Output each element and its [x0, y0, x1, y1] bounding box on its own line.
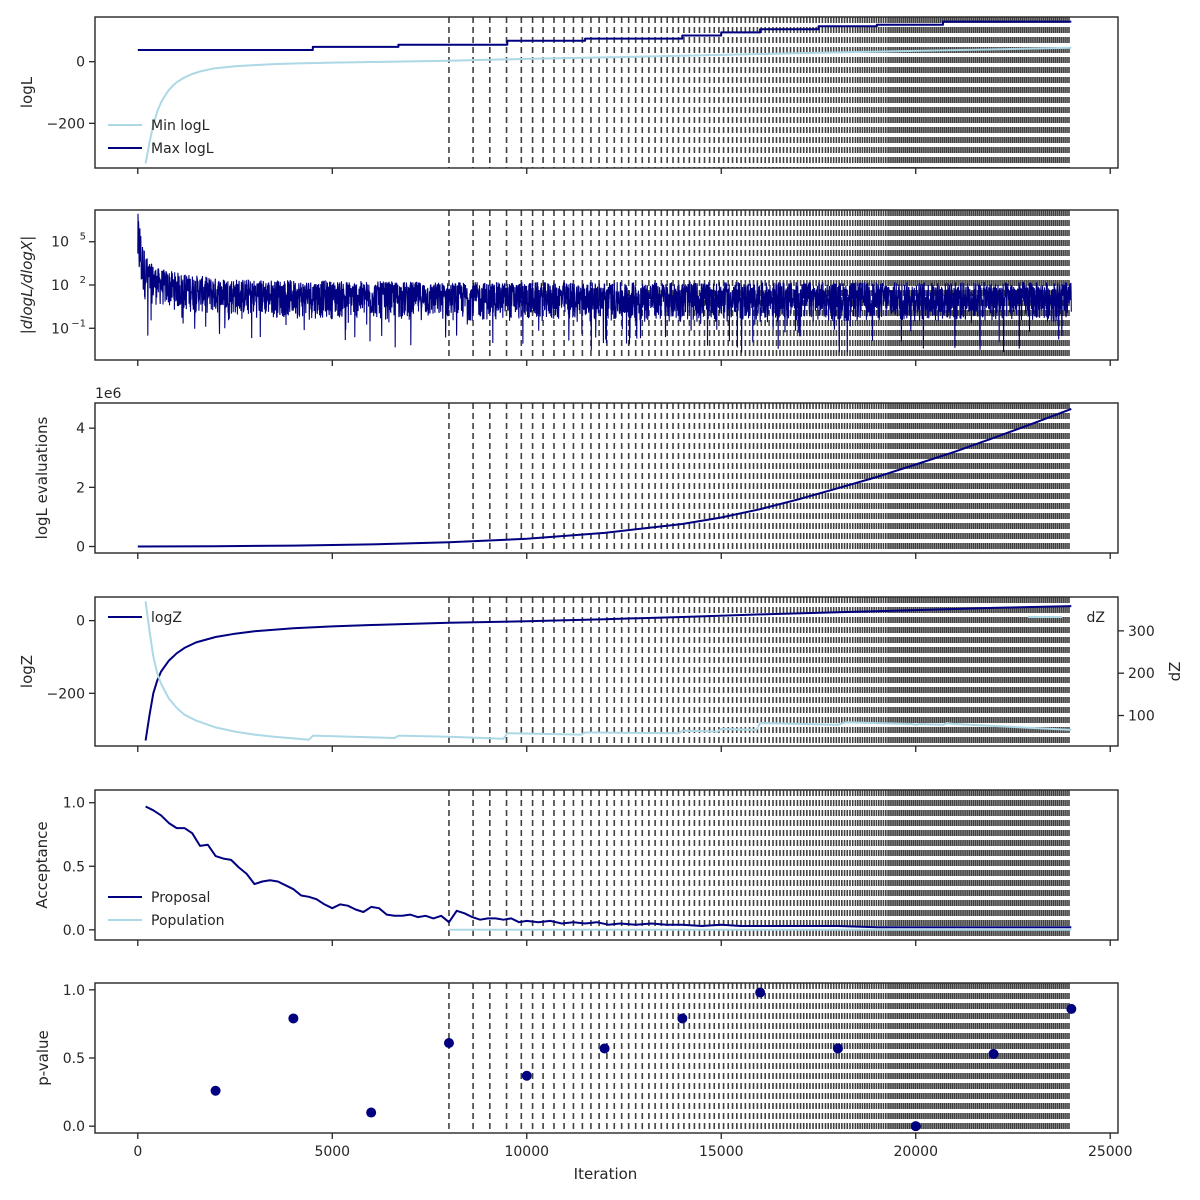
y-tick-label: 10 [51, 235, 69, 251]
tick-exponent: −1 [71, 318, 86, 329]
legend-label: dZ [1087, 610, 1105, 626]
axes-frame [94, 789, 1119, 941]
vertical-lines [448, 17, 1070, 168]
scatter-point [677, 1013, 688, 1024]
series-envelope-line [137, 213, 1072, 353]
legend-label: Min logL [151, 118, 210, 134]
panel-acceptance: 0.0 0.5 1.0 Acceptance Proposal Population [33, 789, 1119, 946]
y-tick-label: 2 [76, 480, 85, 496]
y-tick-label: 0 [76, 614, 85, 630]
scatter-point [755, 987, 766, 998]
tick-exponent: 2 [80, 275, 86, 286]
plot-area-pvalue [210, 983, 1077, 1133]
vertical-lines [448, 597, 1070, 746]
x-tick-label: 15000 [699, 1144, 744, 1160]
scatter-point [366, 1107, 377, 1118]
legend-label: Max logL [151, 141, 214, 157]
panel-logz: −200 0 100 200 300 dZ logZ logZ dZ [18, 596, 1184, 752]
y-tick-label: 1.0 [63, 796, 85, 812]
scatter-point [210, 1085, 221, 1096]
scatter-point [988, 1048, 999, 1059]
y-right-tick-label: 300 [1128, 624, 1155, 640]
y-axis-label: p-value [34, 1030, 52, 1086]
plot-area-logl [137, 17, 1072, 168]
panel-evals: 0 2 4 logL evaluations 1e6 [33, 386, 1119, 559]
scatter-point [910, 1121, 921, 1132]
y-tick-label: −200 [47, 686, 85, 702]
y-tick-label: −200 [47, 116, 85, 132]
legend-label: Proposal [151, 890, 210, 906]
offset-text: 1e6 [95, 386, 122, 402]
panel-dlogl: 10 −110 210 5|dlogL/dlogX| [18, 209, 1119, 366]
series-line-proposal [145, 805, 1072, 929]
scatter-point [1066, 1003, 1077, 1014]
y-axis-label: logL [18, 76, 36, 108]
vertical-lines [448, 983, 1070, 1133]
y-axis-label: Acceptance [33, 821, 51, 908]
plot-area-dlogl [137, 210, 1072, 360]
legend-label: logZ [151, 610, 182, 626]
series-line-min-logl [144, 46, 1072, 164]
tick-base: 10 [51, 321, 69, 337]
x-tick-label: 25000 [1088, 1144, 1133, 1160]
y-right-axis-label: dZ [1166, 662, 1184, 682]
x-tick-label: 10000 [504, 1144, 549, 1160]
axes-frame [94, 16, 1119, 169]
scatter-point [521, 1070, 532, 1081]
y-tick-label: 0.5 [63, 1051, 85, 1067]
scatter-point [599, 1043, 610, 1054]
scatter-point [832, 1043, 843, 1054]
tick-exponent: 5 [80, 232, 86, 243]
panel-pvalue: 0 5000 10000 15000 20000 25000 0.0 0.5 1.0 p-valu… [34, 982, 1133, 1160]
y-tick-label: 10 [51, 278, 69, 294]
vertical-lines [448, 403, 1070, 553]
y-tick-label: 1.0 [63, 983, 85, 999]
legend-label: Population [151, 913, 225, 929]
plot-area-acceptance [145, 790, 1072, 940]
tick-base: 10 [51, 235, 69, 251]
plot-area-logz [144, 597, 1072, 746]
x-tick-label: 20000 [893, 1144, 938, 1160]
y-tick-label: 0.0 [63, 923, 85, 939]
series-line-max-logl [137, 20, 1072, 51]
y-right-tick-label: 100 [1128, 709, 1155, 725]
y-tick-label: 0 [76, 539, 85, 555]
series-line-dz [144, 601, 1072, 741]
series-line-evals [137, 407, 1072, 548]
x-axis-label: Iteration [574, 1165, 638, 1183]
y-axis-label: |dlogL/dlogX| [18, 236, 36, 335]
plot-area-evals [137, 403, 1072, 553]
y-tick-label: 4 [76, 421, 85, 437]
axes-frame [94, 402, 1119, 554]
x-tick-label: 5000 [314, 1144, 350, 1160]
y-tick-label: 10 [51, 321, 69, 337]
tick-base: 10 [51, 278, 69, 294]
scatter-point [288, 1013, 299, 1024]
scatter-point [443, 1038, 454, 1048]
x-tick-label: 0 [133, 1144, 142, 1160]
vertical-lines [448, 790, 1070, 940]
y-tick-label: 0.5 [63, 859, 85, 875]
y-tick-label: 0 [76, 55, 85, 71]
series-line-logz [144, 605, 1072, 741]
y-axis-label: logZ [18, 655, 36, 688]
axes-frame [94, 596, 1119, 747]
panel-logl: −200 0 logL Min logL Max logL [18, 16, 1119, 174]
y-axis-label: logL evaluations [33, 416, 51, 539]
y-tick-label: 0.0 [63, 1119, 85, 1135]
y-right-tick-label: 200 [1128, 666, 1155, 682]
